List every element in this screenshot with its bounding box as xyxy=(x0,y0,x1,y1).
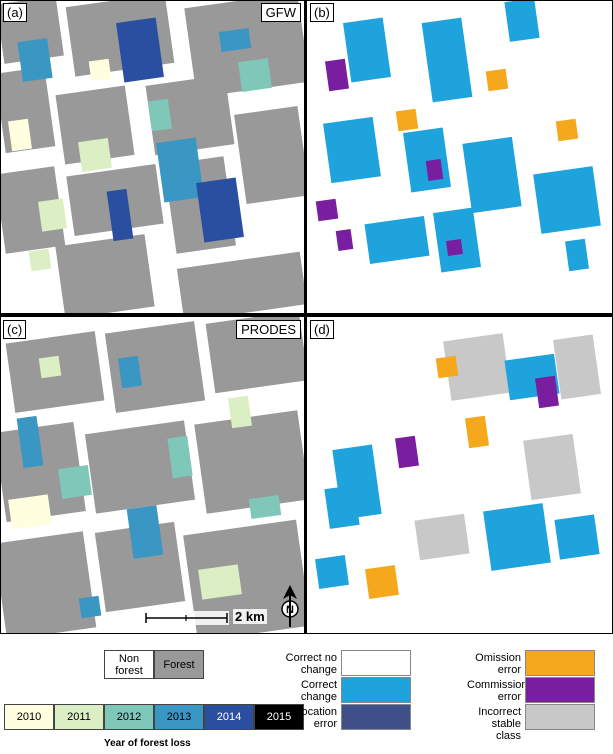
accuracy-legend-swatch xyxy=(341,677,411,703)
accuracy-legend-label: Allocation error xyxy=(289,706,337,730)
panel-title-c: PRODES xyxy=(236,320,301,339)
accuracy-legend-swatch xyxy=(525,650,595,676)
map-panel-b: (b) xyxy=(307,0,613,313)
panel-title-a: GFW xyxy=(260,3,301,22)
accuracy-legend-swatch xyxy=(341,650,411,676)
map-panel-d: (d) xyxy=(307,317,613,634)
accuracy-legend-label: Correct no change xyxy=(285,652,337,676)
scale-bar-label: 2 km xyxy=(233,609,267,624)
panel-label-c: (c) xyxy=(3,320,27,339)
accuracy-legend-swatch xyxy=(525,704,595,730)
legend-forest: Forest xyxy=(154,650,204,679)
legend-non-forest-label: Non forest xyxy=(115,652,143,677)
accuracy-legend-label: Correct change xyxy=(300,679,337,703)
map-b-canvas xyxy=(307,0,613,313)
map-panel-a: (a) GFW xyxy=(0,0,304,313)
year-swatch-2010: 2010 xyxy=(4,704,54,730)
map-panel-c: (c) PRODES xyxy=(0,317,304,634)
year-swatch-2015: 2015 xyxy=(254,704,304,730)
map-c-canvas xyxy=(0,317,304,634)
year-swatch-2014: 2014 xyxy=(204,704,254,730)
year-legend-title: Year of forest loss xyxy=(104,738,191,749)
panel-label-a: (a) xyxy=(3,3,27,22)
accuracy-legend-label: Omission error xyxy=(475,652,521,676)
map-a-canvas xyxy=(0,0,304,313)
legend-non-forest: Non forest xyxy=(104,650,154,679)
accuracy-legend-swatch xyxy=(525,677,595,703)
accuracy-legend-label: Incorrect stable class xyxy=(478,706,521,742)
panel-divider-vertical xyxy=(304,0,307,634)
year-swatch-2012: 2012 xyxy=(104,704,154,730)
panel-label-d: (d) xyxy=(310,320,334,339)
legend-forest-label: Forest xyxy=(163,658,195,671)
scale-bar xyxy=(144,611,229,625)
year-swatch-2011: 2011 xyxy=(54,704,104,730)
accuracy-legend-swatch xyxy=(341,704,411,730)
north-label: N xyxy=(286,604,294,616)
year-swatch-2013: 2013 xyxy=(154,704,204,730)
north-arrow-icon: N xyxy=(281,585,299,627)
accuracy-legend-label: Commission error xyxy=(467,679,528,703)
map-d-canvas xyxy=(307,317,613,634)
panel-divider-horizontal xyxy=(0,313,613,317)
panel-label-b: (b) xyxy=(310,3,334,22)
